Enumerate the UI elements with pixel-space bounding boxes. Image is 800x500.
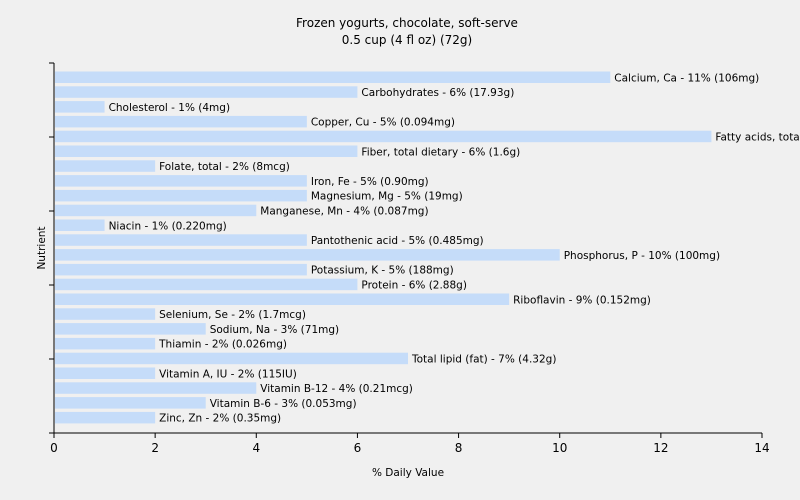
bar: [55, 189, 307, 202]
bar: [55, 278, 358, 291]
bar-label: Phosphorus, P - 10% (100mg): [564, 250, 720, 262]
bar: [55, 367, 156, 379]
x-tick-label: 12: [653, 441, 668, 455]
bar-label: Fatty acids, total saturated - 13% (2.61…: [715, 131, 800, 143]
bar-label: Vitamin A, IU - 2% (115IU): [159, 368, 297, 380]
bar-label: Copper, Cu - 5% (0.094mg): [311, 117, 455, 129]
chart-title: Frozen yogurts, chocolate, soft-serve: [296, 16, 518, 30]
bar-label: Selenium, Se - 2% (1.7mcg): [159, 309, 306, 321]
bar: [55, 86, 358, 98]
bar: [55, 130, 712, 143]
chart-subtitle: 0.5 cup (4 fl oz) (72g): [342, 33, 472, 47]
bar: [55, 411, 156, 424]
bar: [55, 249, 560, 261]
bar: [55, 293, 510, 305]
bar-label: Calcium, Ca - 11% (106mg): [614, 72, 759, 84]
bar-label: Fiber, total dietary - 6% (1.6g): [361, 146, 520, 158]
x-tick-label: 10: [552, 441, 567, 455]
bars-group: [55, 71, 712, 424]
bar-label: Protein - 6% (2.88g): [361, 279, 467, 291]
x-tick-label: 6: [354, 441, 362, 455]
x-tick-label: 4: [252, 441, 260, 455]
bar-label: Sodium, Na - 3% (71mg): [210, 324, 339, 336]
bar: [55, 115, 307, 128]
bar: [55, 337, 156, 350]
bar-label: Folate, total - 2% (8mcg): [159, 161, 290, 173]
bar: [55, 323, 206, 335]
bar: [55, 219, 105, 231]
bar: [55, 263, 307, 276]
bar: [55, 382, 257, 394]
bar-label: Iron, Fe - 5% (0.90mg): [311, 176, 429, 188]
bar: [55, 160, 156, 172]
bar: [55, 175, 307, 187]
bar-label: Potassium, K - 5% (188mg): [311, 265, 454, 277]
bar-label: Total lipid (fat) - 7% (4.32g): [411, 353, 556, 365]
bar-label: Thiamin - 2% (0.026mg): [158, 339, 287, 351]
bar: [55, 145, 358, 157]
x-tick-label: 8: [455, 441, 463, 455]
bar-label: Niacin - 1% (0.220mg): [109, 220, 227, 232]
bar: [55, 397, 206, 409]
bar: [55, 71, 611, 83]
bar-label: Magnesium, Mg - 5% (19mg): [311, 191, 463, 203]
x-tick-label: 14: [754, 441, 769, 455]
y-axis-title: Nutrient: [36, 226, 48, 269]
bar: [55, 352, 408, 365]
bar-label: Cholesterol - 1% (4mg): [109, 102, 231, 114]
bar: [55, 308, 156, 320]
y-axis-ticks: [49, 62, 54, 434]
x-tick-label: 0: [50, 441, 58, 455]
bar: [55, 204, 257, 217]
bar-label: Riboflavin - 9% (0.152mg): [513, 294, 651, 306]
x-axis-ticks: 0 2 4 6 8 10 12 14: [50, 433, 770, 455]
bar-label: Vitamin B-6 - 3% (0.053mg): [210, 398, 357, 410]
bar: [55, 234, 307, 246]
x-axis-title: % Daily Value: [372, 467, 444, 479]
x-tick-label: 2: [151, 441, 159, 455]
bar-label: Vitamin B-12 - 4% (0.21mcg): [260, 383, 413, 395]
bar: [55, 101, 105, 113]
bar-labels-group: Calcium, Ca - 11% (106mg) Carbohydrates -…: [109, 72, 800, 424]
bar-label: Pantothenic acid - 5% (0.485mg): [311, 235, 484, 247]
bar-label: Zinc, Zn - 2% (0.35mg): [159, 413, 281, 425]
bar-label: Manganese, Mn - 4% (0.087mg): [260, 205, 428, 217]
bar-label: Carbohydrates - 6% (17.93g): [361, 87, 514, 99]
